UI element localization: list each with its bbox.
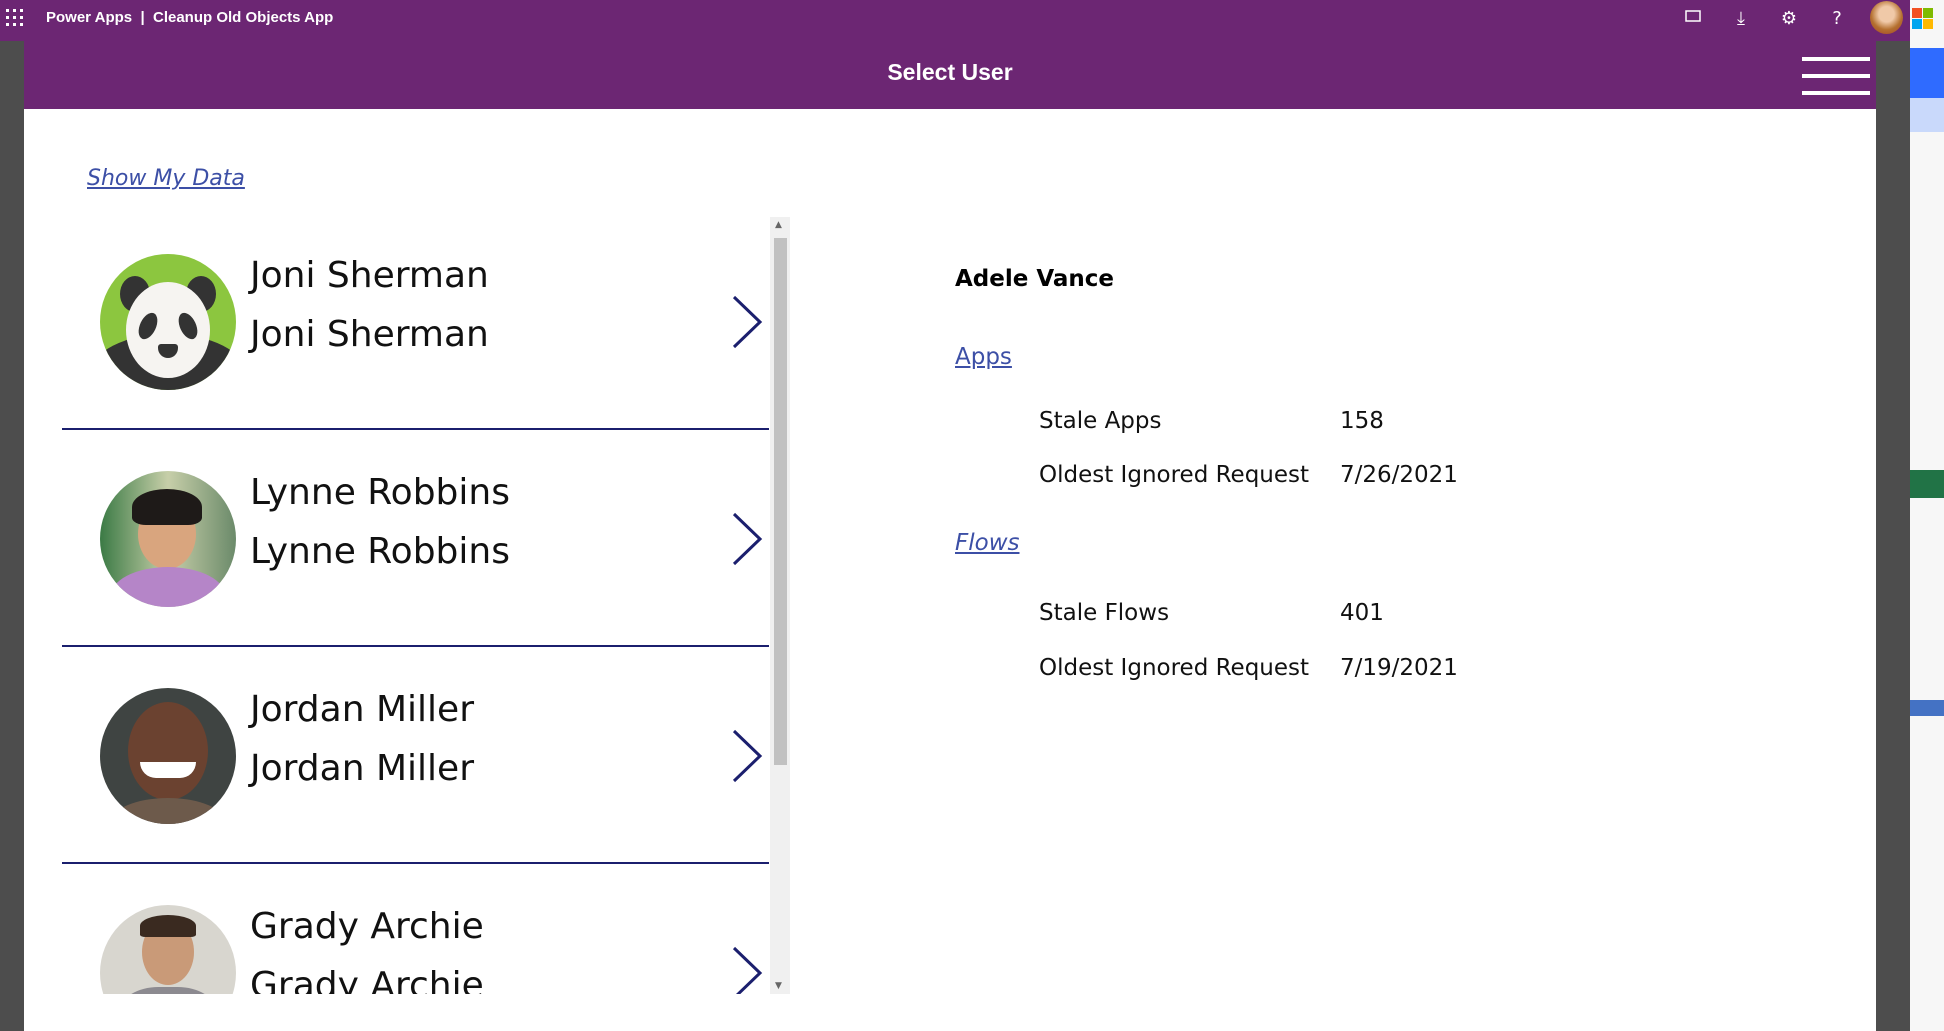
user-row[interactable]: Lynne Robbins Lynne Robbins	[62, 430, 769, 647]
flows-oldest-request-label: Oldest Ignored Request	[1039, 655, 1310, 681]
user-name: Joni Sherman	[250, 255, 489, 296]
user-name: Jordan Miller	[250, 689, 474, 730]
right-margin	[1876, 41, 1910, 1031]
stale-flows-label: Stale Flows	[1039, 600, 1170, 626]
user-row[interactable]: Joni Sherman Joni Sherman	[62, 213, 769, 430]
hamburger-menu-icon[interactable]	[1802, 57, 1870, 95]
user-subtitle: Grady Archie	[250, 965, 484, 994]
waffle-icon[interactable]	[6, 9, 24, 27]
user-name: Grady Archie	[250, 906, 484, 947]
apps-oldest-request-label: Oldest Ignored Request	[1039, 462, 1310, 488]
avatar	[100, 688, 236, 824]
user-row[interactable]: Grady Archie Grady Archie	[62, 864, 769, 994]
fit-screen-icon[interactable]	[1680, 6, 1706, 32]
show-my-data-link[interactable]: Show My Data	[87, 166, 245, 191]
chevron-right-icon[interactable]	[726, 944, 766, 994]
help-icon[interactable]: ?	[1832, 8, 1842, 29]
stale-flows-value: 401	[1340, 600, 1384, 626]
screen-title: Select User	[887, 59, 1013, 85]
stale-apps-label: Stale Apps	[1039, 408, 1162, 434]
user-gallery: Joni Sherman Joni Sherman Lynne Robbins …	[62, 213, 769, 994]
avatar	[100, 471, 236, 607]
chevron-right-icon[interactable]	[726, 510, 766, 568]
chevron-right-icon[interactable]	[726, 293, 766, 351]
scroll-down-icon[interactable]: ▼	[775, 981, 782, 991]
chevron-right-icon[interactable]	[726, 727, 766, 785]
apps-link[interactable]: Apps	[955, 344, 1012, 370]
user-subtitle: Lynne Robbins	[250, 531, 510, 572]
avatar	[100, 254, 236, 390]
app-title: Power Apps | Cleanup Old Objects App	[46, 9, 334, 26]
selected-user-name: Adele Vance	[955, 266, 1115, 292]
download-icon[interactable]: ⤓	[1737, 8, 1745, 29]
flows-link[interactable]: Flows	[955, 530, 1020, 556]
user-subtitle: Jordan Miller	[250, 748, 474, 789]
power-apps-top-bar: Power Apps | Cleanup Old Objects App ⤓ ⚙…	[0, 0, 1910, 41]
user-subtitle: Joni Sherman	[250, 314, 489, 355]
background-window	[1910, 0, 1944, 1031]
flows-oldest-request-value: 7/19/2021	[1340, 655, 1458, 681]
settings-icon[interactable]: ⚙	[1780, 8, 1798, 29]
avatar	[100, 905, 236, 994]
stale-apps-value: 158	[1340, 408, 1384, 434]
gallery-scrollbar[interactable]: ▲ ▼	[770, 217, 790, 994]
scroll-up-icon[interactable]: ▲	[775, 220, 782, 230]
microsoft-logo-icon	[1912, 8, 1922, 18]
user-name: Lynne Robbins	[250, 472, 510, 513]
user-avatar[interactable]	[1870, 1, 1903, 34]
screen-header: Select User	[24, 41, 1876, 109]
left-margin	[0, 41, 24, 1031]
scrollbar-thumb[interactable]	[774, 238, 787, 765]
apps-oldest-request-value: 7/26/2021	[1340, 462, 1458, 488]
user-row[interactable]: Jordan Miller Jordan Miller	[62, 647, 769, 864]
